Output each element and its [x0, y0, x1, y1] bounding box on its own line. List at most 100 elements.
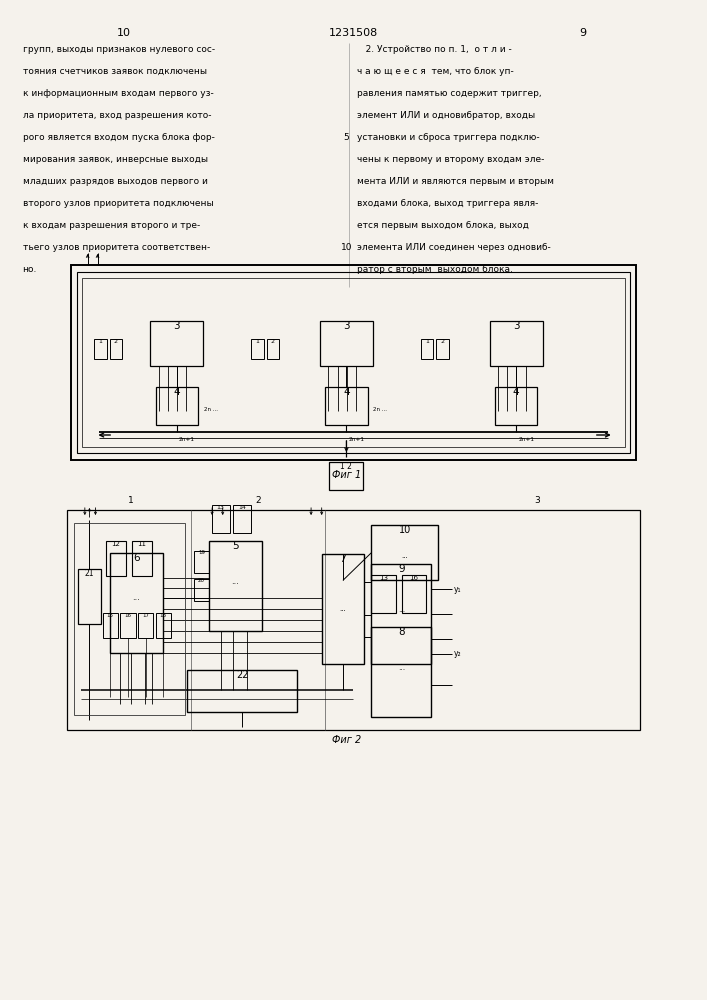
- Text: рого является входом пуска блока фор-: рого является входом пуска блока фор-: [23, 133, 214, 142]
- Text: 1231508: 1231508: [329, 28, 378, 38]
- Text: Фиг 1: Фиг 1: [332, 470, 361, 480]
- Text: входами блока, выход триггера явля-: входами блока, выход триггера явля-: [357, 199, 539, 208]
- Bar: [402, 575, 426, 613]
- Text: ч а ю щ е е с я  тем, что блок уп-: ч а ю щ е е с я тем, что блок уп-: [357, 67, 514, 76]
- Text: 6: 6: [133, 553, 139, 563]
- Text: ...: ...: [397, 663, 405, 672]
- Text: 4: 4: [343, 387, 350, 397]
- Text: к информационным входам первого уз-: к информационным входам первого уз-: [23, 89, 214, 98]
- Bar: [156, 613, 171, 638]
- Bar: [77, 272, 630, 453]
- Text: 3: 3: [534, 496, 540, 505]
- Bar: [132, 541, 152, 576]
- Text: 2n+1: 2n+1: [179, 437, 195, 442]
- Bar: [106, 541, 126, 576]
- Text: 4: 4: [173, 387, 180, 397]
- Text: к входам разрешения второго и тре-: к входам разрешения второго и тре-: [23, 221, 200, 230]
- Text: 1: 1: [425, 339, 429, 344]
- Bar: [74, 523, 185, 715]
- Text: 1: 1: [98, 339, 103, 344]
- Text: 21: 21: [85, 569, 94, 578]
- Text: ла приоритета, вход разрешения кото-: ла приоритета, вход разрешения кото-: [23, 111, 211, 120]
- Bar: [436, 339, 449, 359]
- Text: ...: ...: [402, 553, 408, 559]
- Text: 20: 20: [198, 578, 205, 584]
- Text: 3: 3: [343, 321, 350, 331]
- Text: 2: 2: [440, 339, 445, 344]
- Bar: [67, 510, 640, 730]
- Text: ...: ...: [339, 606, 346, 612]
- Text: 2n+1: 2n+1: [349, 437, 365, 442]
- Text: 2n ...: 2n ...: [373, 407, 387, 412]
- Bar: [371, 575, 396, 613]
- Text: элемента ИЛИ соединен через одновиб-: элемента ИЛИ соединен через одновиб-: [357, 243, 551, 252]
- Bar: [71, 265, 636, 460]
- Text: 10: 10: [399, 525, 411, 535]
- Text: 3: 3: [173, 321, 180, 331]
- Text: но.: но.: [23, 265, 37, 274]
- Bar: [371, 564, 431, 664]
- Bar: [110, 553, 163, 653]
- Text: 2. Устройство по п. 1,  о т л и -: 2. Устройство по п. 1, о т л и -: [357, 45, 512, 54]
- Text: Фиг 2: Фиг 2: [332, 735, 361, 745]
- Bar: [120, 613, 136, 638]
- Text: 2: 2: [271, 339, 275, 344]
- Bar: [233, 505, 251, 533]
- Text: 5: 5: [344, 133, 349, 142]
- Text: установки и сброса триггера подклю-: установки и сброса триггера подклю-: [357, 133, 539, 142]
- Bar: [82, 278, 625, 447]
- Bar: [138, 613, 153, 638]
- Text: 3: 3: [513, 321, 520, 331]
- Text: y₂: y₂: [454, 649, 462, 658]
- Text: чены к первому и второму входам эле-: чены к первому и второму входам эле-: [357, 155, 544, 164]
- Bar: [209, 541, 262, 631]
- Bar: [150, 321, 204, 366]
- Text: тояния счетчиков заявок подключены: тояния счетчиков заявок подключены: [23, 67, 206, 76]
- Text: 1 2: 1 2: [341, 462, 352, 471]
- Text: групп, выходы признаков нулевого сос-: групп, выходы признаков нулевого сос-: [23, 45, 215, 54]
- Text: 2n+1: 2n+1: [518, 437, 534, 442]
- Bar: [78, 569, 101, 624]
- Bar: [94, 339, 107, 359]
- Text: 13: 13: [216, 505, 225, 510]
- Text: 1: 1: [128, 496, 134, 505]
- Bar: [329, 462, 363, 490]
- Text: 1: 1: [255, 339, 259, 344]
- Text: 12: 12: [112, 541, 120, 547]
- Text: 19: 19: [198, 550, 205, 556]
- Bar: [421, 339, 433, 359]
- Text: ется первым выходом блока, выход: ется первым выходом блока, выход: [357, 221, 529, 230]
- Text: тьего узлов приоритета соответствен-: тьего узлов приоритета соответствен-: [23, 243, 210, 252]
- Bar: [212, 505, 230, 533]
- Text: ...: ...: [132, 594, 140, 602]
- Text: ...: ...: [231, 577, 239, 586]
- Text: 15: 15: [107, 613, 114, 618]
- Text: ратор с вторым  выходом блока.: ратор с вторым выходом блока.: [357, 265, 513, 274]
- Text: 9: 9: [580, 28, 587, 38]
- Text: 2: 2: [114, 339, 118, 344]
- Text: 10: 10: [117, 28, 131, 38]
- Text: 16: 16: [409, 575, 419, 581]
- Text: 2n ...: 2n ...: [204, 407, 218, 412]
- Text: 2: 2: [255, 496, 261, 505]
- Bar: [322, 554, 364, 664]
- Text: равления памятью содержит триггер,: равления памятью содержит триггер,: [357, 89, 542, 98]
- Bar: [371, 525, 438, 580]
- Text: 22: 22: [236, 670, 248, 680]
- Text: мента ИЛИ и являются первым и вторым: мента ИЛИ и являются первым и вторым: [357, 177, 554, 186]
- Bar: [110, 339, 122, 359]
- Text: 13: 13: [379, 575, 388, 581]
- Text: элемент ИЛИ и одновибратор, входы: элемент ИЛИ и одновибратор, входы: [357, 111, 535, 120]
- Text: y₁: y₁: [454, 584, 462, 593]
- Text: 11: 11: [138, 541, 146, 547]
- Bar: [194, 578, 209, 600]
- Bar: [156, 387, 198, 425]
- Text: 7: 7: [339, 554, 346, 564]
- Text: мирования заявок, инверсные выходы: мирования заявок, инверсные выходы: [23, 155, 208, 164]
- Text: 14: 14: [238, 505, 246, 510]
- Text: 18: 18: [160, 613, 167, 618]
- Bar: [320, 321, 373, 366]
- Bar: [103, 613, 118, 638]
- Bar: [194, 550, 209, 572]
- Bar: [489, 321, 542, 366]
